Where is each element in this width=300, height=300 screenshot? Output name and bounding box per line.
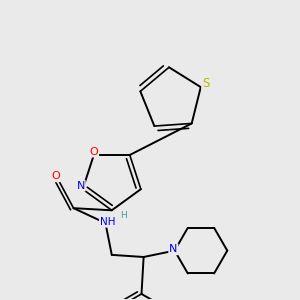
Text: O: O [89, 147, 98, 157]
Text: NH: NH [100, 217, 115, 227]
Text: N: N [76, 181, 85, 191]
Text: S: S [202, 77, 209, 90]
Text: H: H [120, 211, 127, 220]
Text: O: O [51, 171, 60, 181]
Text: N: N [169, 244, 178, 254]
